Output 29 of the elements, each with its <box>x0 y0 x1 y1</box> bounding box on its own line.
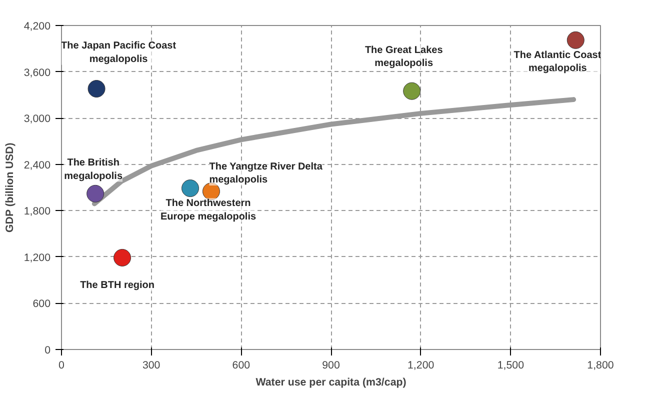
x-tick-label: 600 <box>232 360 250 372</box>
x-tick-label: 300 <box>142 360 160 372</box>
annotation: The Japan Pacific Coast megalopolis <box>61 40 177 65</box>
point <box>88 80 106 98</box>
y-tick-label: 4,200 <box>24 20 51 32</box>
x-axis-title: Water use per capita (m3/cap) <box>256 376 407 388</box>
y-tick-label: 3,000 <box>24 113 51 126</box>
x-tick-label: 900 <box>322 360 340 372</box>
annotation: The Yangtze River Delta megalopolis <box>209 161 323 186</box>
y-tick-label: 3,600 <box>24 66 51 79</box>
point <box>182 180 200 198</box>
y-axis-title: GDP (billion USD) <box>4 142 16 232</box>
y-tick-label: 1,800 <box>24 206 51 218</box>
annotation: The British megalopolis <box>64 158 123 182</box>
point <box>86 184 104 202</box>
x-tick-label: 1,800 <box>587 360 614 372</box>
y-tick-label: 2,400 <box>24 159 51 172</box>
point <box>566 31 584 49</box>
x-tick-label: 0 <box>58 360 65 372</box>
y-tick-label: 0 <box>44 344 51 356</box>
annotation: The BTH region <box>80 280 155 292</box>
annotation: The Northwestern Europe megalopolis <box>160 198 256 222</box>
annotation: The Great Lakes megalopolis <box>364 44 444 70</box>
y-tick-label: 1,200 <box>24 252 51 264</box>
point <box>114 248 132 266</box>
y-tick-label: 600 <box>32 298 51 310</box>
x-tick-label: 1,500 <box>497 360 524 372</box>
point <box>403 82 421 100</box>
x-tick-label: 1,200 <box>408 360 434 372</box>
